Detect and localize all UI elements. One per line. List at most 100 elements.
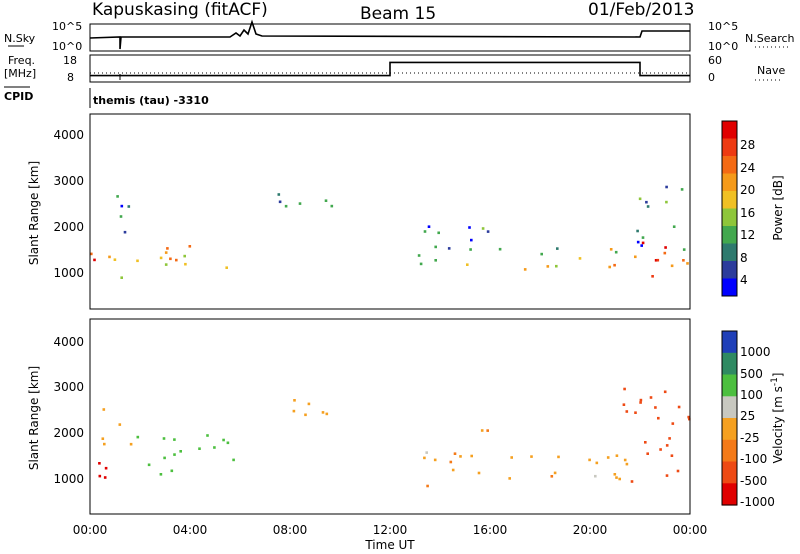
velocity-data-cell xyxy=(449,460,453,464)
power-data-cell xyxy=(284,204,288,208)
velocity-data-cell xyxy=(293,399,296,402)
velocity-data-cell xyxy=(433,458,437,462)
power-colorbar-segment xyxy=(722,226,737,244)
velocity-colorbar-segment xyxy=(722,418,737,441)
nsky-log-top-left: 10^5 xyxy=(52,20,82,33)
power-data-cell xyxy=(184,262,187,266)
power-data-cell xyxy=(682,248,686,251)
power-data-cell xyxy=(680,188,684,191)
nave-tick-top: 60 xyxy=(708,54,722,67)
velocity-data-cell xyxy=(663,390,667,394)
freq-trace xyxy=(90,61,690,77)
velocity-data-cell xyxy=(557,455,560,459)
power-colorbar-segment xyxy=(722,261,737,279)
velocity-colorbar-segment xyxy=(722,374,737,397)
velocity-data-cell xyxy=(510,456,513,459)
power-data-cell xyxy=(608,265,611,269)
power-cbar-tick: 12 xyxy=(740,228,755,242)
power-yticks: 4000 3000 2000 1000 xyxy=(53,128,84,280)
velocity-data-cell xyxy=(104,466,108,470)
xticks: 00:00 04:00 08:00 12:00 16:00 20:00 00:0… xyxy=(73,523,708,537)
nsky-log-bottom-left: 10^0 xyxy=(52,40,82,53)
velocity-data-cell xyxy=(470,454,473,458)
power-data-cell xyxy=(324,199,328,202)
velocity-data-cell xyxy=(477,471,481,475)
velocity-data-cell xyxy=(625,410,629,413)
velocity-data-cell xyxy=(292,409,296,413)
power-cbar-tick: 8 xyxy=(740,251,748,265)
power-data-cell xyxy=(646,205,650,208)
velocity-colorbar-segment xyxy=(722,439,737,463)
velocity-data-cell xyxy=(670,454,674,457)
power-cbar-tick: 16 xyxy=(740,206,755,220)
velocity-data-cell xyxy=(304,413,307,417)
nave-label: Nave xyxy=(757,64,785,77)
velocity-data-cell xyxy=(459,455,462,458)
power-data-cell xyxy=(120,204,124,208)
velocity-data-cell xyxy=(179,450,182,453)
velocity-data-cell xyxy=(198,447,201,450)
velocity-data-cell xyxy=(644,441,647,444)
power-data-cell xyxy=(672,225,676,228)
power-data-cell xyxy=(136,259,139,263)
power-data-cell xyxy=(641,241,645,245)
velocity-panel-frame xyxy=(89,318,691,515)
xlabel: Time UT xyxy=(364,538,415,552)
power-data-cell xyxy=(540,252,543,256)
velocity-data-cell xyxy=(622,403,626,406)
velocity-data-cell xyxy=(588,458,591,462)
velocity-data-cell xyxy=(639,398,643,402)
velocity-data-cell xyxy=(671,422,675,425)
velocity-data-cell xyxy=(173,438,176,441)
date-title: 01/Feb/2013 xyxy=(588,0,694,20)
power-data-cell xyxy=(298,202,302,205)
velocity-data-cell xyxy=(321,411,325,414)
velocity-data-cell xyxy=(508,477,511,480)
velocity-cbar-tick: 100 xyxy=(740,388,763,402)
velocity-cbar-tick: -1000 xyxy=(740,495,775,509)
freq-tick-top: 18 xyxy=(63,54,77,67)
power-data-cell xyxy=(609,248,613,251)
power-colorbar-ticks: 28 24 20 16 12 8 4 xyxy=(740,138,755,287)
power-cbar-tick: 20 xyxy=(740,183,755,197)
power-data-cell xyxy=(486,230,490,233)
power-data-cell xyxy=(119,215,123,218)
velocity-data-cell xyxy=(550,475,554,478)
power-data xyxy=(90,185,689,279)
velocity-ytick: 1000 xyxy=(53,472,84,486)
power-data-cell xyxy=(164,251,168,254)
power-data-cell xyxy=(116,195,119,198)
power-colorbar-segment xyxy=(722,121,737,139)
velocity-colorbar-segment xyxy=(722,396,737,419)
power-data-cell xyxy=(636,229,639,233)
velocity-data-cell xyxy=(102,408,106,411)
velocity-data-cell xyxy=(613,473,617,476)
velocity-colorbar-label: Velocity [m s-1] xyxy=(770,373,785,464)
power-ytick: 2000 xyxy=(53,220,84,234)
velocity-ytick: 4000 xyxy=(53,335,84,349)
power-data-cell xyxy=(330,204,334,208)
velocity-data-cell xyxy=(451,468,455,472)
freq-strip-frame xyxy=(89,54,691,83)
power-data-cell xyxy=(498,247,502,251)
power-colorbar-segment xyxy=(722,173,737,192)
xtick: 16:00 xyxy=(473,523,508,537)
nsearch-label: N.Search xyxy=(745,32,795,45)
power-ytick: 3000 xyxy=(53,174,84,188)
velocity-data xyxy=(98,387,691,488)
power-data-cell xyxy=(277,193,281,196)
power-colorbar-frame xyxy=(721,120,738,297)
power-ytick: 1000 xyxy=(53,266,84,280)
power-data-cell xyxy=(686,262,689,265)
velocity-data-cell xyxy=(688,417,691,421)
power-data-cell xyxy=(664,246,667,249)
power-data-cell xyxy=(614,250,618,254)
xtick: 00:00 xyxy=(73,523,108,537)
velocity-data-cell xyxy=(657,416,660,420)
freq-label-2: [MHz] xyxy=(4,67,36,80)
power-data-cell xyxy=(555,264,558,268)
power-data-cell xyxy=(123,230,127,234)
power-ylabel: Slant Range [km] xyxy=(27,161,41,265)
power-data-cell xyxy=(169,257,172,261)
velocity-data-cell xyxy=(654,406,657,409)
